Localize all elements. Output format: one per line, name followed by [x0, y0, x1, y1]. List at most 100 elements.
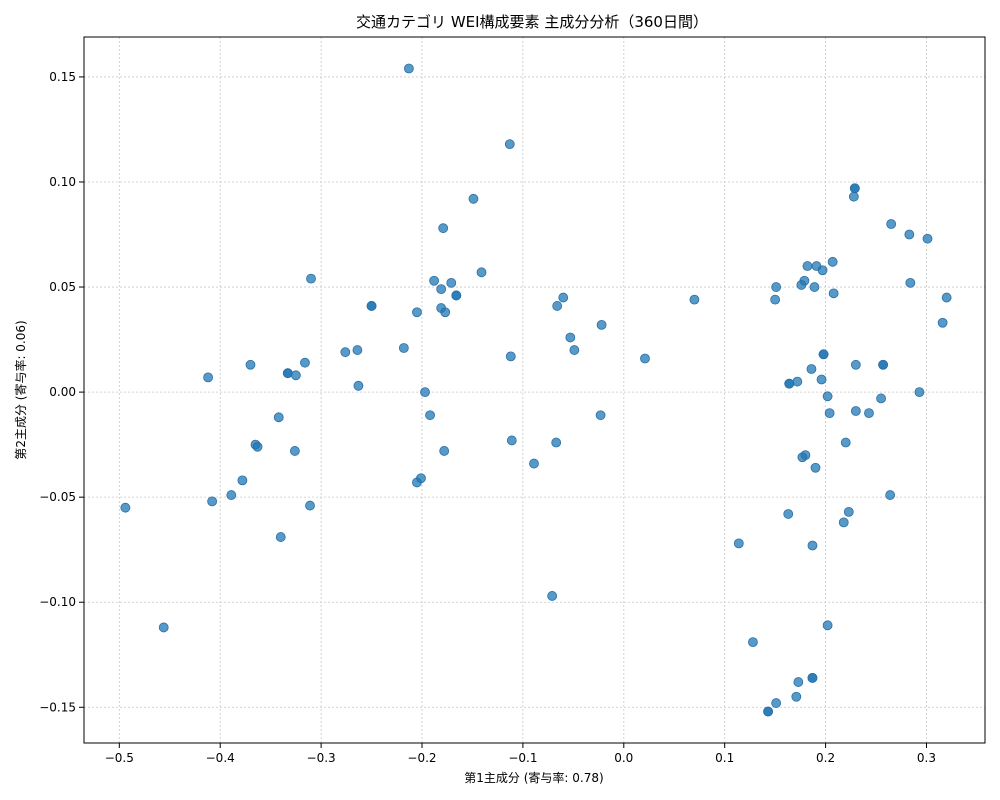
data-point	[937, 317, 948, 328]
data-point	[352, 345, 363, 355]
data-point	[547, 591, 558, 601]
data-point	[300, 357, 310, 368]
y-axis-label: 第2主成分 (寄与率: 0.06)	[13, 320, 28, 459]
data-point	[748, 637, 758, 648]
data-point	[245, 359, 256, 370]
x-axis-ticks: −0.5 −0.4 −0.3 −0.2 −0.1 0.0 0.1 0.2 0.3	[105, 743, 936, 765]
data-point	[791, 691, 802, 702]
data-point	[439, 446, 450, 456]
data-point	[506, 435, 517, 446]
data-point	[425, 410, 435, 421]
data-point	[446, 277, 457, 288]
data-point	[237, 475, 248, 486]
x-tick-label: 0.2	[816, 751, 835, 765]
x-tick-label: −0.1	[508, 751, 537, 765]
data-point	[689, 294, 700, 305]
data-point	[412, 477, 422, 488]
data-point	[771, 282, 782, 292]
data-point	[793, 677, 804, 687]
data-point	[438, 223, 449, 234]
data-point	[569, 345, 580, 355]
data-point	[429, 275, 440, 286]
x-tick-label: 0.1	[715, 751, 734, 765]
data-point	[565, 332, 576, 343]
data-point	[807, 540, 818, 551]
data-point	[822, 620, 833, 631]
data-point	[306, 273, 316, 284]
x-axis-label: 第1主成分 (寄与率: 0.78)	[464, 770, 603, 785]
data-point	[843, 506, 854, 517]
data-point	[838, 517, 849, 528]
data-point	[770, 294, 781, 305]
data-point	[529, 458, 539, 469]
data-point	[784, 378, 795, 389]
data-point	[505, 351, 516, 362]
data-point	[783, 509, 794, 519]
data-point	[552, 301, 563, 311]
data-point	[252, 441, 263, 452]
data-point	[905, 277, 916, 288]
data-point	[922, 233, 933, 244]
x-tick-label: −0.4	[206, 751, 235, 765]
data-point	[827, 256, 838, 267]
data-point	[816, 374, 827, 385]
data-point	[850, 406, 861, 416]
data-point	[763, 706, 773, 717]
data-point	[809, 282, 820, 292]
data-points	[120, 63, 952, 717]
x-tick-label: 0.0	[614, 751, 633, 765]
data-point	[412, 307, 422, 318]
data-point	[551, 437, 562, 448]
data-point	[289, 446, 300, 456]
data-point	[828, 288, 839, 299]
data-point	[876, 393, 886, 404]
data-point	[476, 267, 487, 278]
data-point	[849, 183, 860, 194]
data-point	[226, 490, 237, 500]
y-tick-label: −0.05	[39, 490, 76, 504]
data-point	[810, 462, 821, 473]
data-point	[733, 538, 744, 549]
data-point	[885, 490, 896, 500]
data-point	[822, 391, 833, 402]
data-point	[305, 500, 315, 511]
data-point	[207, 496, 218, 507]
data-point	[797, 452, 808, 463]
plot-frame	[83, 36, 986, 744]
grid-lines	[84, 37, 985, 743]
data-point	[802, 261, 813, 271]
data-point	[596, 319, 607, 330]
x-tick-label: −0.2	[407, 751, 436, 765]
data-point	[403, 63, 414, 74]
data-point	[275, 532, 286, 542]
data-point	[818, 349, 829, 360]
data-point	[420, 387, 430, 398]
data-point	[120, 502, 131, 513]
data-point	[451, 290, 462, 301]
y-tick-label: 0.10	[49, 175, 76, 189]
data-point	[848, 191, 859, 202]
x-tick-label: 0.3	[917, 751, 936, 765]
data-point	[353, 380, 364, 391]
data-point	[850, 359, 861, 370]
y-tick-label: −0.10	[39, 595, 76, 609]
data-point	[914, 387, 925, 398]
data-point	[595, 410, 606, 421]
data-point	[203, 372, 214, 383]
data-point	[792, 376, 803, 387]
data-point	[340, 347, 351, 358]
data-point	[806, 364, 817, 374]
y-tick-label: 0.15	[49, 70, 76, 84]
data-point	[158, 622, 169, 633]
data-point	[558, 292, 569, 303]
data-point	[878, 359, 888, 370]
data-point	[440, 307, 451, 318]
data-point	[807, 672, 818, 683]
y-tick-label: 0.05	[49, 280, 76, 294]
x-tick-label: −0.5	[105, 751, 134, 765]
y-axis-ticks: −0.15 −0.10 −0.05 0.00 0.05 0.10 0.15	[39, 70, 84, 714]
data-point	[398, 343, 409, 353]
data-point	[796, 280, 807, 290]
data-point	[840, 437, 851, 448]
